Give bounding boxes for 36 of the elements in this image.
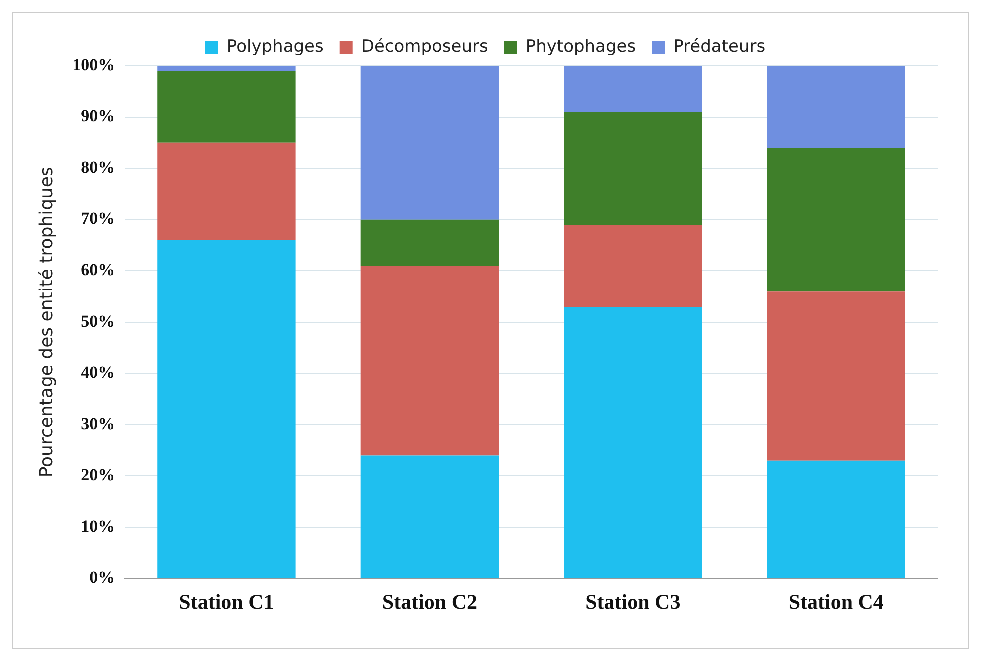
bar	[360, 266, 500, 456]
y-tick-label: 60%	[81, 260, 116, 280]
x-tick-label: Station C3	[586, 590, 681, 614]
bar	[767, 292, 906, 461]
bar	[564, 307, 702, 578]
y-axis-title: Pourcentage des entité trophiques	[36, 167, 58, 478]
y-tick-label: 90%	[81, 106, 116, 126]
bar	[360, 66, 500, 220]
bar	[564, 112, 702, 225]
bar	[564, 224, 702, 308]
bar	[158, 66, 296, 72]
bar	[767, 66, 906, 148]
y-tick-label: 40%	[81, 363, 116, 382]
y-tick-label: 50%	[81, 312, 116, 331]
legend-label: Prédateurs	[674, 36, 766, 57]
y-tick-label: 10%	[81, 516, 116, 536]
y-tick-label: 80%	[81, 158, 116, 177]
bar	[767, 148, 906, 292]
bar	[767, 460, 906, 578]
x-tick-label: Station C1	[179, 590, 274, 614]
y-tick-label: 30%	[81, 414, 116, 434]
y-tick-label: 20%	[81, 466, 116, 485]
y-tick-label: 100%	[72, 55, 116, 74]
bar	[360, 220, 500, 266]
y-tick-label: 0%	[90, 568, 116, 588]
legend-label: Phytophages	[526, 36, 636, 57]
bar	[158, 240, 296, 578]
x-tick-label: Station C2	[382, 590, 478, 614]
bar	[564, 66, 702, 112]
y-tick-label: 70%	[81, 209, 116, 228]
bar	[158, 71, 296, 143]
legend-label: Décomposeurs	[361, 36, 488, 57]
bar	[360, 456, 500, 578]
bar	[158, 142, 296, 240]
x-tick-label: Station C4	[788, 590, 884, 614]
legend-label: Polyphages	[226, 36, 324, 57]
